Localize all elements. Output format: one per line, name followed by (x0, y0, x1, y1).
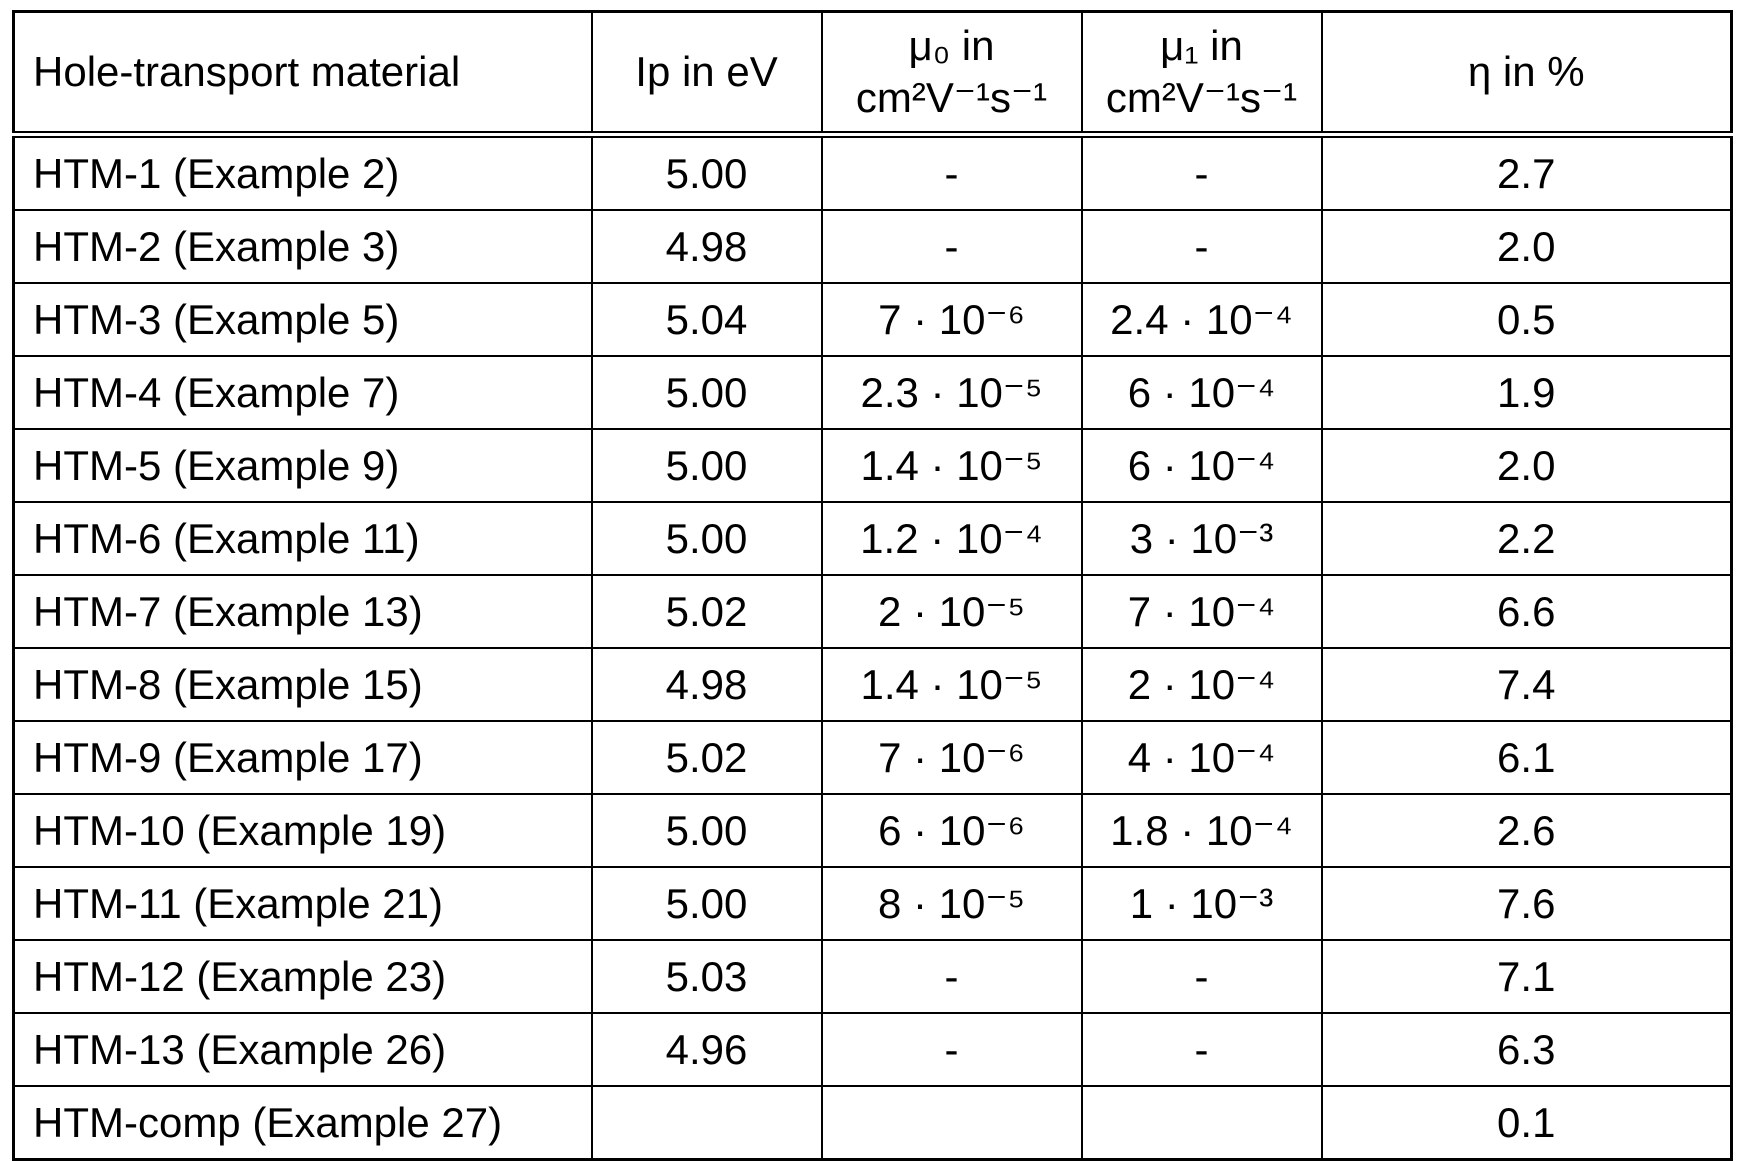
ip-cell: 5.00 (590, 355, 823, 430)
table-row: HTM-4 (Example 7) 5.00 2.3 · 10⁻⁵ 6 · 10… (12, 355, 1733, 430)
table-row: HTM-7 (Example 13) 5.02 2 · 10⁻⁵ 7 · 10⁻… (12, 574, 1733, 649)
table-body: HTM-1 (Example 2) 5.00 - - 2.7 HTM-2 (Ex… (12, 133, 1733, 1161)
material-cell: HTM-5 (Example 9) (12, 428, 593, 503)
material-cell: HTM-11 (Example 21) (12, 866, 593, 941)
mu0-cell: 1.2 · 10⁻⁴ (820, 501, 1083, 576)
column-header-mu1: μ₁ in cm²V⁻¹s⁻¹ (1080, 10, 1323, 138)
mu0-cell: 2 · 10⁻⁵ (820, 574, 1083, 649)
mu1-cell (1080, 1085, 1323, 1161)
eta-cell: 7.6 (1320, 866, 1733, 941)
eta-cell: 2.0 (1320, 209, 1733, 284)
mu1-cell: 3 · 10⁻³ (1080, 501, 1323, 576)
table-row: HTM-3 (Example 5) 5.04 7 · 10⁻⁶ 2.4 · 10… (12, 282, 1733, 357)
eta-cell: 6.1 (1320, 720, 1733, 795)
mu1-cell: - (1080, 209, 1323, 284)
table-row: HTM-5 (Example 9) 5.00 1.4 · 10⁻⁵ 6 · 10… (12, 428, 1733, 503)
eta-cell: 6.3 (1320, 1012, 1733, 1087)
eta-cell: 2.2 (1320, 501, 1733, 576)
mu1-cell: - (1080, 939, 1323, 1014)
mu1-cell: - (1080, 133, 1323, 211)
mu1-cell: 6 · 10⁻⁴ (1080, 428, 1323, 503)
ip-cell: 4.98 (590, 209, 823, 284)
ip-cell: 5.00 (590, 866, 823, 941)
ip-cell: 5.04 (590, 282, 823, 357)
material-cell: HTM-10 (Example 19) (12, 793, 593, 868)
material-cell: HTM-8 (Example 15) (12, 647, 593, 722)
eta-cell: 2.6 (1320, 793, 1733, 868)
mu0-cell: 7 · 10⁻⁶ (820, 282, 1083, 357)
column-header-ip: Ip in eV (590, 10, 823, 138)
table-row: HTM-10 (Example 19) 5.00 6 · 10⁻⁶ 1.8 · … (12, 793, 1733, 868)
mu0-cell (820, 1085, 1083, 1161)
ip-cell: 5.00 (590, 428, 823, 503)
material-cell: HTM-1 (Example 2) (12, 133, 593, 211)
column-header-mu0: μ₀ in cm²V⁻¹s⁻¹ (820, 10, 1083, 138)
mu0-cell: 7 · 10⁻⁶ (820, 720, 1083, 795)
table-row: HTM-comp (Example 27) 0.1 (12, 1085, 1733, 1161)
column-header-material: Hole-transport material (12, 10, 593, 138)
eta-cell: 0.5 (1320, 282, 1733, 357)
ip-cell: 5.02 (590, 720, 823, 795)
mu0-cell: - (820, 1012, 1083, 1087)
ip-cell: 5.00 (590, 793, 823, 868)
table-row: HTM-11 (Example 21) 5.00 8 · 10⁻⁵ 1 · 10… (12, 866, 1733, 941)
mu1-cell: 1.8 · 10⁻⁴ (1080, 793, 1323, 868)
table-row: HTM-6 (Example 11) 5.00 1.2 · 10⁻⁴ 3 · 1… (12, 501, 1733, 576)
mu0-cell: - (820, 939, 1083, 1014)
table-row: HTM-9 (Example 17) 5.02 7 · 10⁻⁶ 4 · 10⁻… (12, 720, 1733, 795)
mu0-cell: 2.3 · 10⁻⁵ (820, 355, 1083, 430)
mu0-cell: 1.4 · 10⁻⁵ (820, 647, 1083, 722)
eta-cell: 6.6 (1320, 574, 1733, 649)
mu1-cell: 2.4 · 10⁻⁴ (1080, 282, 1323, 357)
mu0-cell: 6 · 10⁻⁶ (820, 793, 1083, 868)
material-cell: HTM-comp (Example 27) (12, 1085, 593, 1161)
table-header-row: Hole-transport material Ip in eV μ₀ in c… (12, 10, 1733, 138)
table-row: HTM-1 (Example 2) 5.00 - - 2.7 (12, 133, 1733, 211)
ip-cell: 5.03 (590, 939, 823, 1014)
mu0-cell: 1.4 · 10⁻⁵ (820, 428, 1083, 503)
eta-cell: 1.9 (1320, 355, 1733, 430)
eta-cell: 2.0 (1320, 428, 1733, 503)
eta-cell: 2.7 (1320, 133, 1733, 211)
column-header-eta: η in % (1320, 10, 1733, 138)
hole-transport-material-table: Hole-transport material Ip in eV μ₀ in c… (12, 10, 1733, 1161)
mu1-cell: 1 · 10⁻³ (1080, 866, 1323, 941)
mu1-cell: 2 · 10⁻⁴ (1080, 647, 1323, 722)
material-cell: HTM-9 (Example 17) (12, 720, 593, 795)
table-row: HTM-2 (Example 3) 4.98 - - 2.0 (12, 209, 1733, 284)
ip-cell: 5.00 (590, 501, 823, 576)
table-row: HTM-12 (Example 23) 5.03 - - 7.1 (12, 939, 1733, 1014)
mu0-cell: - (820, 209, 1083, 284)
ip-cell: 4.98 (590, 647, 823, 722)
mu1-cell: - (1080, 1012, 1323, 1087)
material-cell: HTM-12 (Example 23) (12, 939, 593, 1014)
table-row: HTM-13 (Example 26) 4.96 - - 6.3 (12, 1012, 1733, 1087)
ip-cell: 5.02 (590, 574, 823, 649)
material-cell: HTM-13 (Example 26) (12, 1012, 593, 1087)
table-row: HTM-8 (Example 15) 4.98 1.4 · 10⁻⁵ 2 · 1… (12, 647, 1733, 722)
mu0-cell: - (820, 133, 1083, 211)
mu0-cell: 8 · 10⁻⁵ (820, 866, 1083, 941)
eta-cell: 0.1 (1320, 1085, 1733, 1161)
ip-cell: 4.96 (590, 1012, 823, 1087)
ip-cell: 5.00 (590, 133, 823, 211)
material-cell: HTM-2 (Example 3) (12, 209, 593, 284)
mu1-cell: 4 · 10⁻⁴ (1080, 720, 1323, 795)
material-cell: HTM-4 (Example 7) (12, 355, 593, 430)
ip-cell (590, 1085, 823, 1161)
mu1-cell: 6 · 10⁻⁴ (1080, 355, 1323, 430)
material-cell: HTM-7 (Example 13) (12, 574, 593, 649)
material-cell: HTM-3 (Example 5) (12, 282, 593, 357)
material-cell: HTM-6 (Example 11) (12, 501, 593, 576)
mu1-cell: 7 · 10⁻⁴ (1080, 574, 1323, 649)
eta-cell: 7.4 (1320, 647, 1733, 722)
eta-cell: 7.1 (1320, 939, 1733, 1014)
